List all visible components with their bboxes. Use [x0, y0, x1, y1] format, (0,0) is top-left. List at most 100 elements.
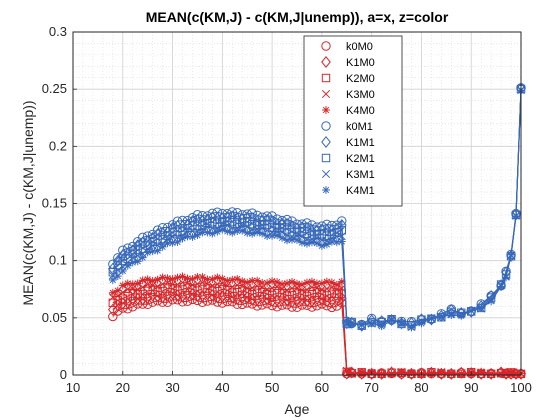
data-point-K4M0: [133, 279, 142, 288]
data-point-K1M1: [386, 313, 397, 326]
data-point-k0M1: [192, 210, 203, 220]
data-point-k0M0: [182, 296, 193, 306]
data-point-K2M0: [243, 288, 252, 297]
data-point-K2M1: [297, 227, 307, 236]
data-point-K4M1: [313, 239, 321, 248]
data-point-K4M0: [113, 286, 122, 295]
series-K4M0: [108, 272, 525, 378]
legend-label-K2M0: K2M0: [346, 73, 375, 85]
data-point-K4M1: [153, 246, 162, 255]
data-point-K4M1: [283, 236, 291, 245]
data-point-K4M1: [298, 238, 306, 247]
data-point-K2M1: [302, 229, 312, 238]
data-point-k0M1: [307, 220, 317, 230]
data-point-K4M1: [407, 323, 416, 332]
data-point-k0M0: [307, 302, 317, 312]
data-point-K4M0: [512, 369, 520, 378]
data-point-K3M1: [223, 221, 232, 230]
data-point-K4M1: [243, 229, 252, 237]
legend-marker-K1M0: [321, 56, 331, 68]
data-point-K1M0: [182, 288, 193, 301]
data-point-K4M1: [347, 320, 356, 329]
data-point-K4M0: [497, 369, 505, 378]
data-point-K2M0: [148, 285, 157, 295]
data-point-k0M0: [262, 298, 272, 309]
y-axis-label: MEAN(c(KM,J) - c(KM,J|unemp)): [20, 100, 36, 305]
data-point-K2M0: [297, 290, 307, 299]
data-point-K2M1: [138, 244, 147, 253]
legend-marker-K3M0: [321, 89, 331, 99]
data-point-k0M1: [287, 216, 297, 226]
data-point-K1M0: [287, 295, 297, 308]
data-point-K4M1: [158, 242, 167, 251]
data-point-k0M0: [237, 299, 247, 310]
data-point-K4M1: [268, 231, 277, 240]
data-point-K2M1: [337, 226, 347, 235]
data-point-K2M0: [257, 287, 267, 297]
data-point-K2M1: [168, 227, 177, 237]
data-point-K4M1: [417, 319, 426, 328]
data-point-K2M0: [133, 289, 142, 299]
data-point-K4M0: [332, 280, 341, 289]
data-point-k0M0: [108, 311, 118, 322]
data-point-K4M1: [223, 227, 232, 236]
y-tick-label: 0.15: [42, 196, 67, 211]
data-point-K1M1: [107, 262, 118, 275]
data-point-K4M1: [128, 258, 137, 267]
legend-marker-k0M1: [321, 121, 331, 131]
data-point-k0M0: [327, 302, 337, 313]
data-point-K4M0: [248, 276, 257, 285]
data-point-K4M0: [327, 278, 336, 287]
legend-label-K4M0: K4M0: [346, 105, 375, 117]
data-point-k0M0: [217, 298, 228, 308]
data-point-K1M0: [187, 287, 198, 300]
data-point-K1M0: [486, 367, 496, 380]
data-point-K3M0: [208, 281, 217, 290]
plot-series: [107, 82, 526, 380]
data-point-K4M1: [123, 261, 132, 270]
legend-label-k0M1: k0M1: [346, 121, 373, 133]
data-point-K1M1: [292, 222, 302, 235]
data-point-K1M0: [212, 291, 223, 304]
data-point-K4M0: [268, 277, 277, 286]
series-K4M1: [108, 86, 525, 332]
data-point-K4M1: [168, 238, 177, 247]
data-point-K4M1: [198, 228, 207, 237]
data-point-K4M1: [148, 247, 157, 256]
axis-ticks: 10 20 30 40 50 60 70 80 90 100 0 0.05 0.1 0.15 0.2 0.25…: [42, 24, 532, 395]
x-tick-label: 50: [265, 380, 279, 395]
data-point-K4M1: [138, 253, 147, 262]
data-point-K4M1: [113, 272, 122, 281]
data-point-K4M1: [303, 239, 311, 248]
data-point-K1M1: [222, 211, 233, 224]
data-point-K2M0: [213, 286, 222, 296]
data-point-K4M1: [497, 282, 505, 291]
data-point-k0M0: [242, 298, 252, 308]
data-point-K1M1: [127, 244, 138, 257]
data-point-K1M0: [312, 292, 322, 305]
data-point-k0M0: [232, 299, 242, 309]
data-point-K4M1: [512, 212, 520, 221]
data-point-K2M0: [262, 290, 272, 299]
y-tick-label: 0.05: [42, 310, 67, 325]
data-point-K4M0: [223, 276, 232, 285]
legend-marker-K3M1: [321, 169, 331, 179]
data-point-K3M0: [317, 285, 326, 294]
data-point-K4M0: [188, 275, 197, 283]
data-point-K3M0: [118, 288, 127, 297]
data-point-K4M0: [288, 278, 296, 286]
data-point-K4M0: [447, 368, 456, 377]
data-point-K2M0: [282, 291, 292, 300]
data-point-K4M0: [233, 275, 242, 283]
data-point-K2M0: [327, 289, 337, 299]
x-tick-label: 60: [315, 380, 329, 395]
y-tick-label: 0: [60, 367, 67, 382]
data-point-K2M1: [208, 218, 217, 227]
data-point-K2M0: [228, 288, 237, 297]
data-point-K2M0: [307, 289, 317, 299]
data-point-K1M0: [262, 292, 272, 305]
legend-label-K3M1: K3M1: [346, 169, 375, 181]
data-point-K4M1: [258, 229, 267, 238]
data-point-K4M1: [337, 237, 346, 246]
